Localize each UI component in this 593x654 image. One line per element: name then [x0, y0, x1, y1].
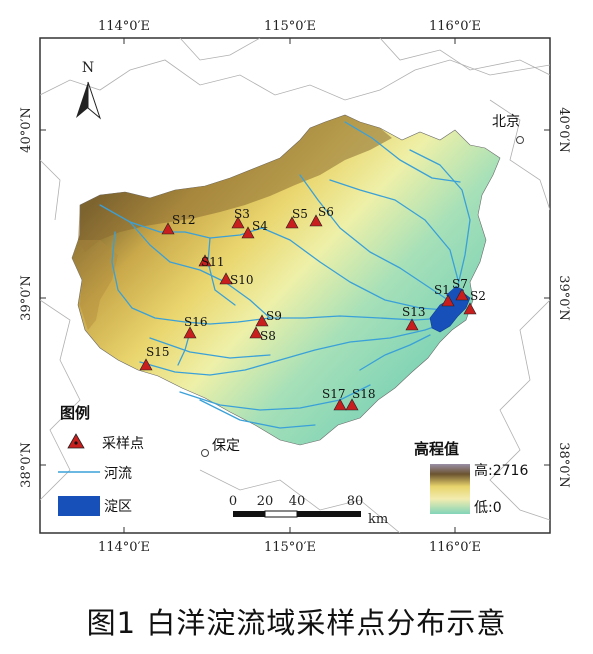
legend-dian-label: 淀区 [104, 499, 132, 515]
scale-tick-20: 20 [257, 494, 274, 509]
lat-tick-left-1: 40°0′N [19, 107, 34, 153]
elevation-high-label: 高:2716 [474, 462, 528, 479]
elevation-low-label: 低:0 [474, 500, 502, 516]
site-label-s11: S11 [201, 255, 225, 269]
lat-tick-left-2: 39°0′N [19, 275, 34, 321]
lon-tick-top-2: 115°0′E [264, 19, 316, 34]
site-marker-s2 [463, 302, 477, 315]
site-marker-s11 [198, 254, 212, 267]
site-label-s2: S2 [470, 289, 486, 303]
admin-boundaries [40, 38, 550, 533]
site-label-s1: S1 [434, 283, 450, 297]
mountain-band-west [72, 240, 118, 330]
site-label-s10: S10 [230, 273, 254, 287]
lat-tick-left-3: 38°0′N [19, 442, 34, 488]
site-marker-s1 [441, 294, 455, 307]
site-label-s13: S13 [402, 305, 426, 319]
site-marker-s16 [183, 326, 197, 339]
scale-unit: km [368, 512, 388, 527]
lon-tick-top-3: 116°0′E [429, 19, 481, 34]
legend-river-label: 河流 [104, 466, 132, 482]
figure-caption: 图1 白洋淀流域采样点分布示意 [86, 606, 507, 640]
site-marker-s18 [345, 398, 359, 411]
lat-tick-right-1: 40°0′N [556, 107, 571, 153]
lat-tick-right-2: 39°0′N [556, 275, 571, 321]
site-marker-s7 [455, 288, 469, 301]
legend-sampling-label: 采样点 [102, 436, 144, 452]
site-label-s7: S7 [452, 277, 468, 291]
site-marker-s12 [161, 222, 175, 235]
lat-tick-right-3: 38°0′N [556, 442, 571, 488]
site-marker-s8 [249, 326, 263, 339]
site-label-s5: S5 [292, 207, 308, 221]
legend-title: 图例 [60, 404, 90, 422]
legend-sampling-icon [67, 433, 85, 449]
north-arrow-icon [76, 81, 102, 120]
site-marker-s15 [139, 358, 153, 371]
site-label-s8: S8 [260, 329, 276, 343]
lon-tick-bottom-1: 114°0′E [98, 540, 150, 555]
mountain-band [78, 115, 392, 252]
site-marker-s6 [309, 214, 323, 227]
scale-tick-40: 40 [289, 494, 306, 509]
lon-tick-bottom-3: 116°0′E [429, 540, 481, 555]
site-label-s9: S9 [266, 309, 282, 323]
site-label-s16: S16 [184, 315, 208, 329]
baoding-marker [201, 449, 209, 457]
scale-bar: 0 20 40 80 km [229, 494, 388, 527]
site-label-s17: S17 [322, 387, 346, 401]
scale-tick-80: 80 [347, 494, 364, 509]
site-label-s15: S15 [146, 345, 170, 359]
legend-dian-icon [58, 496, 100, 516]
graticule-ticks [40, 38, 550, 533]
elevation-legend: 高程值 高:2716 低:0 [414, 440, 528, 516]
lon-tick-bottom-2: 115°0′E [264, 540, 316, 555]
map-legend: 图例 采样点 河流 淀区 [58, 404, 144, 516]
north-label: N [82, 60, 94, 76]
city-label-baoding: 保定 [212, 438, 240, 454]
beijing-marker [516, 136, 524, 144]
elevation-colorbar [430, 464, 470, 514]
site-marker-s17 [333, 398, 347, 411]
elevation-legend-title: 高程值 [414, 440, 459, 458]
site-label-s3: S3 [234, 207, 250, 221]
site-marker-s13 [405, 318, 419, 331]
city-label-beijing: 北京 [492, 114, 520, 130]
site-label-s12: S12 [172, 213, 196, 227]
site-marker-s9 [255, 314, 269, 327]
site-marker-s5 [285, 216, 299, 229]
site-label-s4: S4 [252, 219, 268, 233]
site-marker-s3 [231, 216, 245, 229]
lon-tick-top-1: 114°0′E [98, 19, 150, 34]
site-marker-s10 [219, 272, 233, 285]
map-figure: 114°0′E 115°0′E 116°0′E 114°0′E 115°0′E … [19, 19, 571, 555]
scale-tick-0: 0 [229, 494, 237, 509]
site-label-s18: S18 [352, 387, 376, 401]
site-marker-s4 [241, 226, 255, 239]
river-network [99, 121, 471, 429]
site-label-s6: S6 [318, 205, 334, 219]
